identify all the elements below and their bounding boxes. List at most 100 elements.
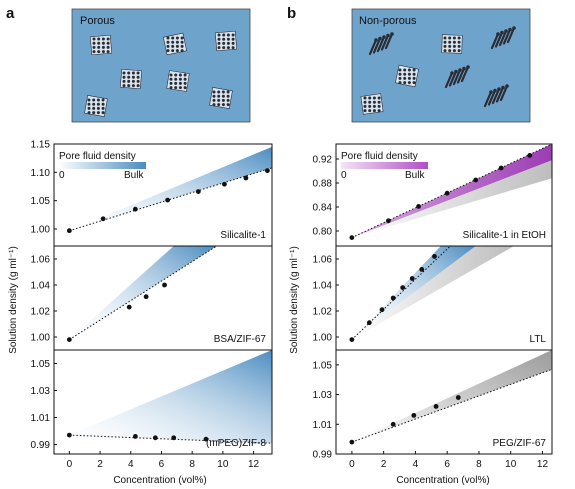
density-wedge-lower-band (351, 246, 514, 340)
fit-line (69, 167, 272, 232)
legend-left-end: Bulk (124, 170, 144, 181)
data-point (379, 307, 385, 313)
xtick-label: 6 (444, 459, 450, 470)
xtick-label: 12 (537, 459, 549, 470)
legend-right-start: 0 (341, 170, 347, 181)
ytick-label: 1.04 (313, 281, 333, 292)
charts: 1.00 1.05 1.10 1.15 Silicalite-1 1.00 1.02 1.04… (31, 140, 553, 470)
series-label: Silicalite-1 (220, 230, 266, 241)
legend-left-bar (59, 162, 146, 169)
data-point (527, 153, 533, 158)
xtick-label: 0 (349, 459, 355, 470)
legend-right-end: Bulk (405, 170, 425, 181)
xtick-label: 10 (217, 459, 229, 470)
data-point (400, 285, 406, 290)
data-point (222, 181, 227, 187)
data-point (390, 421, 396, 427)
data-point (366, 320, 372, 326)
data-point (409, 276, 415, 281)
data-point (433, 404, 439, 409)
ytick-label: 0.92 (313, 155, 333, 166)
xtick-label: 4 (413, 459, 419, 470)
ytick-label: 1.01 (313, 420, 333, 431)
panel-label-a: a (6, 5, 15, 22)
ytick-label: 1.02 (31, 307, 51, 318)
porous-particle (214, 30, 238, 52)
nonporous-schematic-title: Non-porous (359, 15, 417, 27)
xlabel-left: Concentration (vol%) (113, 475, 206, 486)
ytick-label: 1.00 (313, 333, 333, 344)
ytick-label: 0.99 (31, 440, 51, 451)
fit-line (69, 434, 272, 444)
ylabel-left: Solution density (g ml⁻¹) (8, 246, 19, 354)
ytick-label: 1.06 (31, 255, 51, 266)
porous-schematic-title: Porous (80, 15, 115, 27)
data-point (243, 175, 249, 181)
xtick-label: 4 (128, 459, 134, 470)
xtick-label: 10 (505, 459, 517, 470)
chart-panel-left-mid: 1.00 1.02 1.04 1.06 BSA/ZIF-67 (31, 245, 273, 351)
data-point (66, 432, 72, 438)
legend-left-title: Pore fluid density (59, 151, 136, 162)
data-point (132, 434, 138, 439)
porous-particle (84, 95, 108, 117)
xtick-label: 6 (159, 459, 165, 470)
porous-schematic: Porous (71, 8, 251, 123)
data-point (165, 197, 171, 203)
panel-frame (53, 349, 273, 455)
data-point (390, 295, 396, 301)
legend-right-bar (341, 162, 428, 169)
ytick-label: 1.00 (31, 225, 51, 236)
data-point (132, 206, 138, 212)
density-wedge (351, 350, 552, 443)
data-point (419, 267, 425, 272)
data-point (444, 190, 450, 196)
chart-panel-left-top: 1.00 1.05 1.10 1.15 Silicalite-1 (31, 140, 273, 247)
series-label: Silicalite-1 in EtOH (463, 230, 546, 241)
ylabel-right: Solution density (g ml⁻¹) (289, 246, 300, 354)
porous-particle (162, 32, 188, 56)
nonporous-particle (441, 34, 463, 54)
xtick-label: 2 (97, 459, 103, 470)
legend-right-title: Pore fluid density (341, 151, 418, 162)
data-point (100, 216, 106, 222)
legend-left: Pore fluid density 0 Bulk (59, 151, 146, 181)
data-point (349, 337, 355, 342)
ytick-label: 1.04 (31, 281, 51, 292)
data-point (171, 435, 177, 441)
ytick-label: 1.06 (313, 255, 333, 266)
fit-line (351, 246, 451, 340)
series-label: LTL (530, 334, 547, 345)
chart-panel-right-bot: 0.99 1.01 1.03 1.05 PEG/ZIF-67 (313, 349, 553, 461)
data-point (264, 168, 270, 174)
nonporous-particles (360, 26, 516, 115)
xtick-label: 2 (381, 459, 387, 470)
data-point (66, 228, 72, 234)
nonporous-particle (360, 93, 384, 115)
density-wedge (69, 350, 272, 444)
data-point (143, 294, 149, 300)
data-point (203, 436, 209, 442)
data-point (349, 235, 355, 241)
legend-right: Pore fluid density 0 Bulk (341, 151, 428, 181)
data-point (411, 412, 417, 418)
ytick-label: 1.02 (313, 307, 333, 318)
nonporous-particle (368, 32, 394, 56)
ytick-label: 0.84 (313, 203, 333, 214)
nonporous-particle (444, 65, 470, 89)
ytick-label: 1.03 (31, 386, 51, 397)
data-point (473, 177, 479, 183)
data-point (195, 189, 201, 195)
nonporous-schematic: Non-porous (351, 8, 531, 123)
xtick-label: 12 (248, 459, 260, 470)
ytick-label: 1.15 (31, 140, 51, 151)
porous-particles (84, 30, 238, 117)
data-point (498, 165, 504, 171)
porous-particle (119, 68, 143, 90)
data-point (162, 282, 167, 288)
ytick-label: 1.03 (313, 390, 333, 401)
panel-label-b: b (287, 5, 296, 22)
fit-line (69, 246, 218, 341)
chart-panel-right-mid: 1.00 1.02 1.04 1.06 LTL (313, 245, 553, 351)
